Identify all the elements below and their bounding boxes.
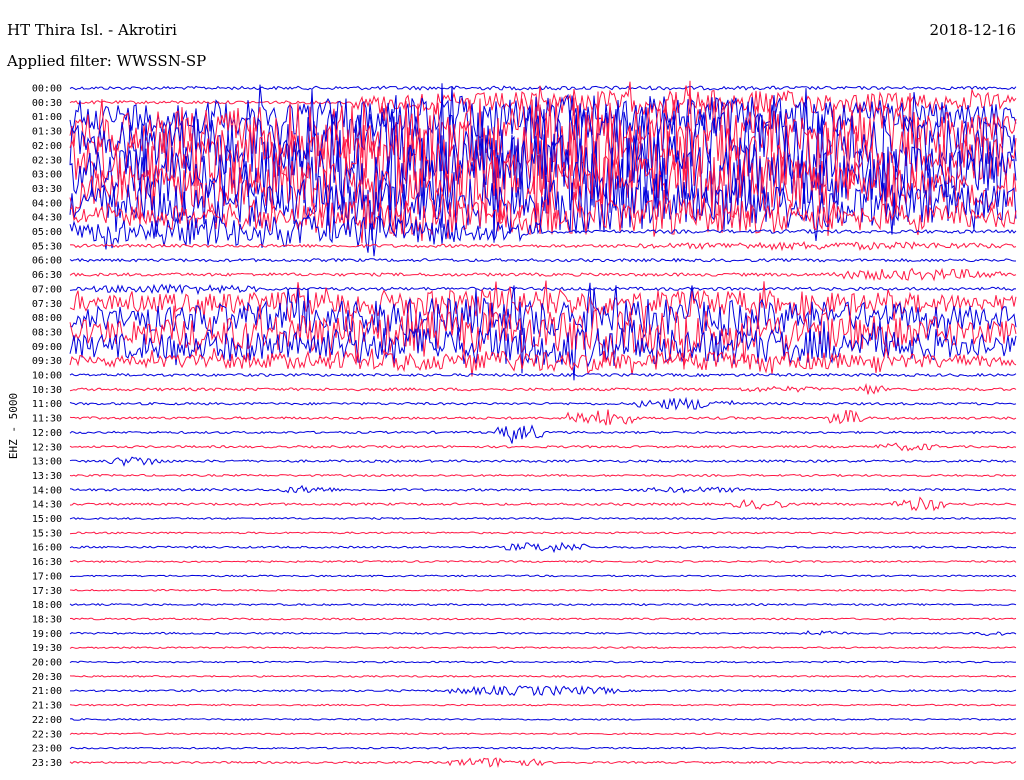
time-label: 17:00: [32, 571, 62, 582]
time-label: 06:30: [32, 270, 62, 281]
time-label: 02:00: [32, 141, 62, 152]
trace-line: [69, 81, 1017, 118]
trace-line: [69, 746, 1017, 750]
trace-line: [69, 473, 1017, 478]
time-label: 15:00: [32, 514, 62, 525]
time-label: 06:00: [32, 256, 62, 267]
trace-line: [69, 267, 1017, 282]
trace-line: [69, 189, 1017, 244]
trace-line: [69, 541, 1017, 554]
trace-line: [69, 717, 1017, 721]
time-label: 07:00: [32, 284, 62, 295]
trace-line: [69, 114, 1017, 243]
time-label: 04:00: [32, 198, 62, 209]
time-label: 20:00: [32, 658, 62, 669]
trace-line: [69, 372, 1017, 378]
time-label: 03:30: [32, 184, 62, 195]
time-label: 07:30: [32, 299, 62, 310]
trace-line: [69, 283, 1017, 296]
time-label: 08:00: [32, 313, 62, 324]
time-label: 09:00: [32, 342, 62, 353]
time-label: 08:30: [32, 327, 62, 338]
time-label: 10:00: [32, 371, 62, 382]
time-label: 22:30: [32, 729, 62, 740]
trace-line: [69, 496, 1016, 512]
trace-line: [69, 674, 1017, 678]
trace-line: [69, 574, 1017, 578]
filter-label: Applied filter: WWSSN-SP: [7, 52, 207, 70]
trace-line: [69, 91, 1017, 224]
trace-line: [70, 684, 1017, 697]
time-label: 23:00: [32, 744, 62, 755]
time-label: 03:00: [32, 170, 62, 181]
time-label: 13:30: [32, 471, 62, 482]
time-label: 05:30: [32, 241, 62, 252]
trace-line: [69, 85, 1017, 91]
time-label: 16:30: [32, 557, 62, 568]
trace-line: [69, 630, 1017, 636]
record-date: 2018-12-16: [929, 21, 1016, 39]
time-label: 18:30: [32, 614, 62, 625]
trace-line: [69, 588, 1017, 592]
trace-line: [69, 409, 1017, 426]
time-label: 14:30: [32, 500, 62, 511]
trace-line: [69, 303, 1017, 370]
time-label: 02:30: [32, 155, 62, 166]
time-label: 11:30: [32, 414, 62, 425]
trace-line: [69, 347, 1017, 377]
time-label: 11:00: [32, 399, 62, 410]
trace-line: [69, 703, 1017, 707]
trace-line: [69, 560, 1017, 564]
time-label: 20:30: [32, 672, 62, 683]
time-label: 19:00: [32, 629, 62, 640]
time-label: 10:30: [32, 385, 62, 396]
trace-line: [69, 241, 1017, 252]
time-label: 04:30: [32, 213, 62, 224]
time-label: 18:00: [32, 600, 62, 611]
time-label: 21:30: [32, 701, 62, 712]
station-title: HT Thira Isl. - Akrotiri: [7, 21, 177, 39]
time-label: 13:00: [32, 457, 62, 468]
time-label: 00:30: [32, 98, 62, 109]
trace-line: [69, 456, 1017, 467]
trace-line: [69, 531, 1017, 535]
trace-line: [69, 732, 1017, 736]
trace-line: [69, 516, 1017, 521]
trace-line: [69, 646, 1017, 649]
time-label: 23:30: [32, 758, 62, 769]
trace-line: [69, 617, 1017, 621]
time-label: 19:30: [32, 643, 62, 654]
trace-line: [69, 202, 1017, 257]
time-label: 05:00: [32, 227, 62, 238]
time-label: 01:30: [32, 127, 62, 138]
trace-line: [69, 484, 1017, 494]
time-label: 16:00: [32, 543, 62, 554]
trace-line: [69, 83, 1017, 210]
trace-line: [69, 660, 1017, 664]
trace-line: [69, 257, 1016, 263]
trace-line: [69, 757, 1017, 768]
time-label: 01:00: [32, 112, 62, 123]
trace-line: [69, 442, 1017, 452]
trace-line: [69, 153, 1017, 241]
time-label: 22:00: [32, 715, 62, 726]
trace-line: [69, 319, 1017, 381]
time-label: 17:30: [32, 586, 62, 597]
trace-line: [69, 383, 1017, 395]
time-label: 12:30: [32, 442, 62, 453]
trace-line: [69, 80, 1017, 192]
trace-line: [69, 396, 1017, 411]
time-label: 14:00: [32, 485, 62, 496]
time-label: 21:00: [32, 686, 62, 697]
trace-line: [69, 424, 1017, 444]
time-label: 09:30: [32, 356, 62, 367]
trace-line: [69, 603, 1017, 607]
trace-line: [69, 280, 1017, 328]
time-label: 12:00: [32, 428, 62, 439]
time-label: 00:00: [32, 84, 62, 95]
time-label: 15:30: [32, 528, 62, 539]
